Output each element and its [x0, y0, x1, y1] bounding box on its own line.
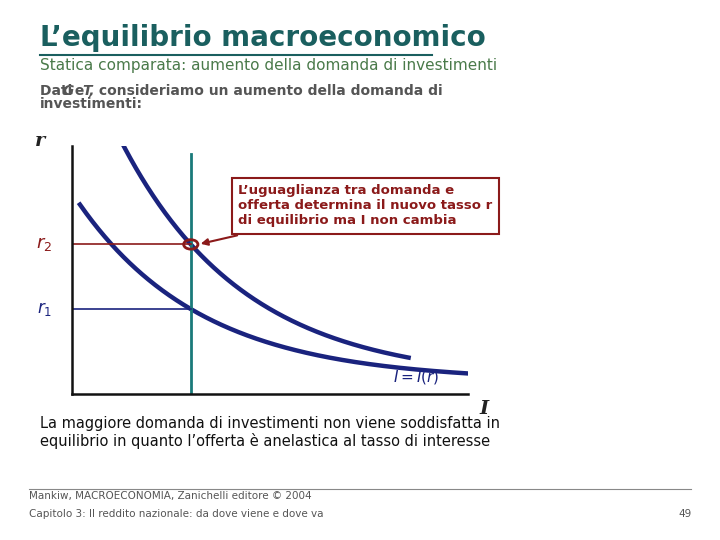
Text: 49: 49 — [678, 509, 691, 519]
Text: Mankiw, MACROECONOMIA, Zanichelli editore © 2004: Mankiw, MACROECONOMIA, Zanichelli editor… — [29, 491, 312, 502]
Text: $I = I(r)$: $I = I(r)$ — [393, 368, 439, 386]
Text: L’equilibrio macroeconomico: L’equilibrio macroeconomico — [40, 24, 485, 52]
Text: investimenti:: investimenti: — [40, 97, 143, 111]
Text: G: G — [63, 84, 74, 98]
Text: La maggiore domanda di investimenti non viene soddisfatta in
equilibrio in quant: La maggiore domanda di investimenti non … — [40, 416, 500, 449]
Text: Capitolo 3: Il reddito nazionale: da dove viene e dove va: Capitolo 3: Il reddito nazionale: da dov… — [29, 509, 323, 519]
Text: L’uguaglianza tra domanda e
offerta determina il nuovo tasso r
di equilibrio ma : L’uguaglianza tra domanda e offerta dete… — [203, 185, 492, 245]
Text: $r_2$: $r_2$ — [36, 235, 53, 253]
Text: consideriamo un aumento della domanda di: consideriamo un aumento della domanda di — [94, 84, 443, 98]
Text: I: I — [480, 400, 488, 417]
Text: r: r — [35, 132, 45, 150]
Text: Dati: Dati — [40, 84, 77, 98]
Text: T,: T, — [82, 84, 94, 98]
Text: e: e — [70, 84, 89, 98]
Text: $r_1$: $r_1$ — [37, 300, 53, 318]
Text: Statica comparata: aumento della domanda di investimenti: Statica comparata: aumento della domanda… — [40, 58, 497, 73]
